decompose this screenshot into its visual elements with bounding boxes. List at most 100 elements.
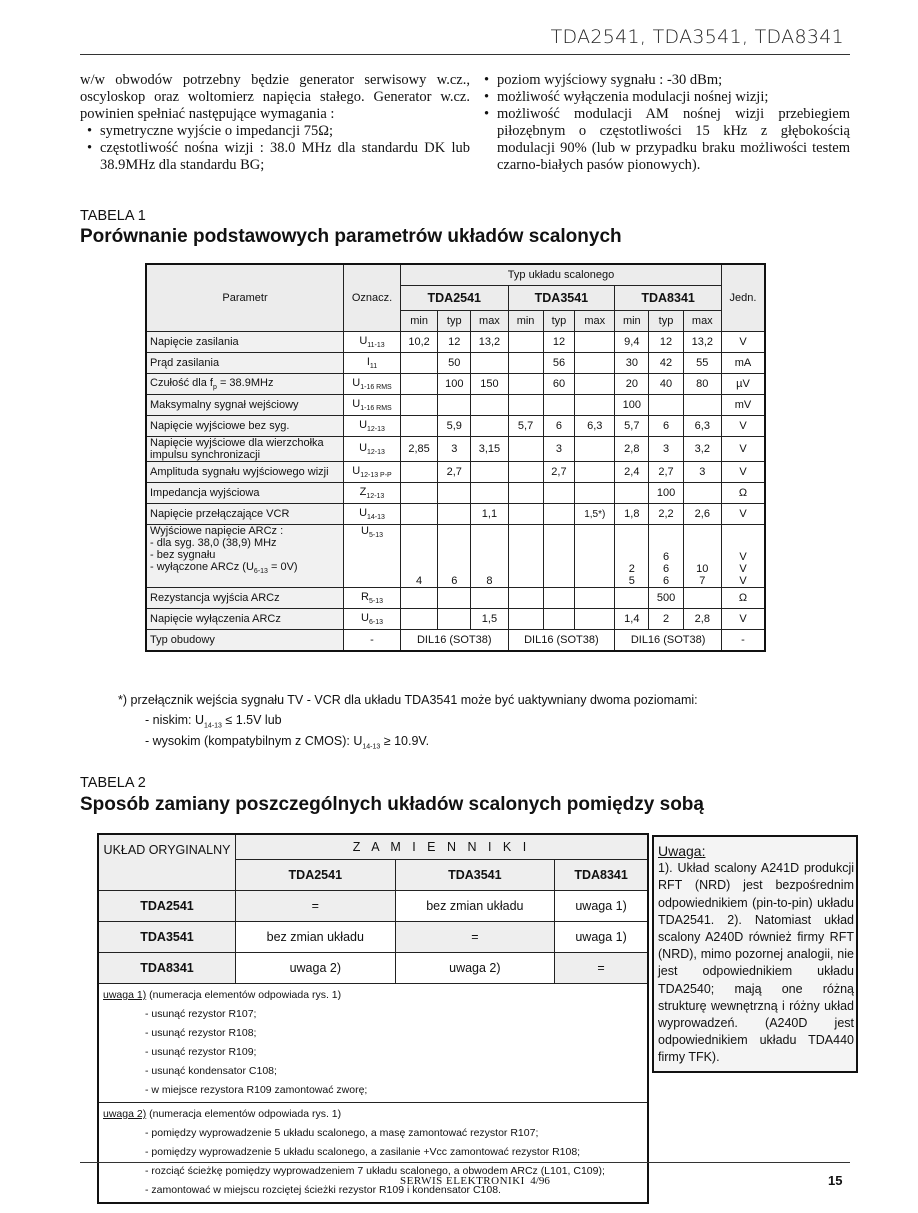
value-cell: 3,15 [470, 436, 509, 462]
value-cell [542, 394, 576, 416]
value-cell: 100 [614, 394, 650, 416]
value-cell [507, 373, 544, 395]
value-cell [574, 524, 616, 588]
value-cell [399, 608, 439, 630]
page-number: 15 [828, 1173, 843, 1188]
table-row: Maksymalny sygnał wejściowy U1-16 RMS 100 m… [145, 394, 766, 416]
unit-cell: V V V [721, 524, 766, 588]
column-header-min: min [614, 310, 650, 332]
value-cell: 1,5 [470, 608, 509, 630]
value-cell: 3,2 [682, 436, 723, 462]
note-item: - rozciąć ścieżkę pomiędzy wyprowadzenie… [145, 1165, 605, 1177]
value-cell [574, 331, 616, 353]
value-cell: 4 [399, 524, 439, 588]
value-cell: 2,8 [614, 436, 650, 462]
value-cell: 1,8 [614, 503, 650, 525]
value-cell [574, 436, 616, 462]
value-cell [399, 503, 439, 525]
value-cell [542, 482, 576, 504]
symbol-cell: R5-13 [343, 587, 401, 609]
column-header-min: min [507, 310, 544, 332]
note-cell: uwaga 2) (numeracja elementów odpowiada … [97, 1102, 649, 1204]
value-cell [614, 587, 650, 609]
symbol-cell: U12-13 P-P [343, 461, 401, 483]
parameter-cell: Czułość dla fp = 38.9MHz [145, 373, 344, 395]
note-item: - usunąć rezystor R109; [145, 1046, 257, 1058]
value-cell: 2,8 [682, 608, 723, 630]
parameter-cell: Rezystancja wyjścia ARCz [145, 587, 344, 609]
value-cell [507, 352, 544, 374]
column-header-chip: TDA8341 [614, 285, 722, 311]
replacement-cell: uwaga 1) [554, 921, 649, 953]
symbol-cell: U5-13 [343, 524, 401, 588]
unit-cell: V [721, 503, 766, 525]
intro-paragraph: w/w obwodów potrzebny będzie generator s… [80, 72, 470, 122]
value-cell [507, 503, 544, 525]
value-cell: 2 [648, 608, 684, 630]
unit-cell: Ω [721, 482, 766, 504]
value-cell [470, 394, 509, 416]
column-header-typ: typ [437, 310, 472, 332]
value-cell: 5,7 [507, 415, 544, 437]
value-cell: 50 [437, 352, 472, 374]
footer-rule [80, 1162, 850, 1163]
unit-cell: V [721, 608, 766, 630]
note-heading: uwaga 2) (numeracja elementów odpowiada … [103, 1108, 342, 1120]
footnote-low: - niskim: U14-13 ≤ 1.5V lub [145, 713, 282, 730]
value-cell [399, 461, 439, 483]
parameters-table: Parametr Oznacz. Typ układu scalonego Jedn.… [145, 263, 766, 652]
value-cell [507, 331, 544, 353]
parameter-cell: Typ obudowy [145, 629, 344, 652]
unit-cell: mA [721, 352, 766, 374]
value-cell [542, 524, 576, 588]
column-header-chip: TDA2541 [235, 859, 396, 891]
column-header-parameter: Parametr [145, 263, 344, 332]
value-cell: 10 7 [682, 524, 723, 588]
symbol-cell: U1-16 RMS [343, 394, 401, 416]
issue: 4/96 [530, 1175, 550, 1187]
value-cell: 8 [470, 524, 509, 588]
original-chip-cell: TDA8341 [97, 952, 236, 984]
value-cell [437, 482, 472, 504]
unit-cell: µV [721, 373, 766, 395]
table1-label: TABELA 1 [80, 208, 146, 224]
column-header-original: UKŁAD ORYGINALNY [97, 833, 236, 891]
table-row: Rezystancja wyjścia ARCz R5-13 500 Ω [145, 587, 766, 609]
note-item: - pomiędzy wyprowadzenie 5 układu scalon… [145, 1127, 539, 1139]
replacement-cell: uwaga 1) [554, 890, 649, 922]
value-cell: 2,2 [648, 503, 684, 525]
value-cell [648, 394, 684, 416]
original-chip-cell: TDA2541 [97, 890, 236, 922]
symbol-cell: U1-16 RMS [343, 373, 401, 395]
value-cell: 2,7 [542, 461, 576, 483]
value-cell: 2,7 [437, 461, 472, 483]
value-cell [574, 587, 616, 609]
column-header-replacements: Z A M I E N N I K I [235, 833, 649, 860]
note-item: - zamontować w miejscu rozciętej ścieżki… [145, 1184, 501, 1196]
value-cell [437, 587, 472, 609]
unit-cell: mV [721, 394, 766, 416]
table-row: Amplituda sygnału wyjściowego wizji U12-1… [145, 461, 766, 483]
value-cell [542, 587, 576, 609]
replacement-cell: uwaga 2) [235, 952, 396, 984]
parameter-cell: Napięcie wyłączenia ARCz [145, 608, 344, 630]
value-cell [542, 608, 576, 630]
note-item: - usunąć rezystor R107; [145, 1008, 257, 1020]
value-cell [682, 482, 723, 504]
value-cell [682, 587, 723, 609]
value-cell: 13,2 [682, 331, 723, 353]
value-cell: 6,3 [682, 415, 723, 437]
value-cell [507, 587, 544, 609]
table2-label: TABELA 2 [80, 775, 146, 791]
value-cell [437, 394, 472, 416]
value-cell: 80 [682, 373, 723, 395]
note-cell: uwaga 1) (numeracja elementów odpowiada … [97, 983, 649, 1103]
value-cell: 6 [648, 415, 684, 437]
table-row: TDA8341 uwaga 2) uwaga 2) = [97, 952, 649, 984]
value-cell [399, 352, 439, 374]
table2-title: Sposób zamiany poszczególnych układów sc… [80, 794, 704, 815]
value-cell [542, 503, 576, 525]
value-cell: 2,6 [682, 503, 723, 525]
column-header-unit: Jedn. [721, 263, 766, 332]
value-cell [507, 524, 544, 588]
